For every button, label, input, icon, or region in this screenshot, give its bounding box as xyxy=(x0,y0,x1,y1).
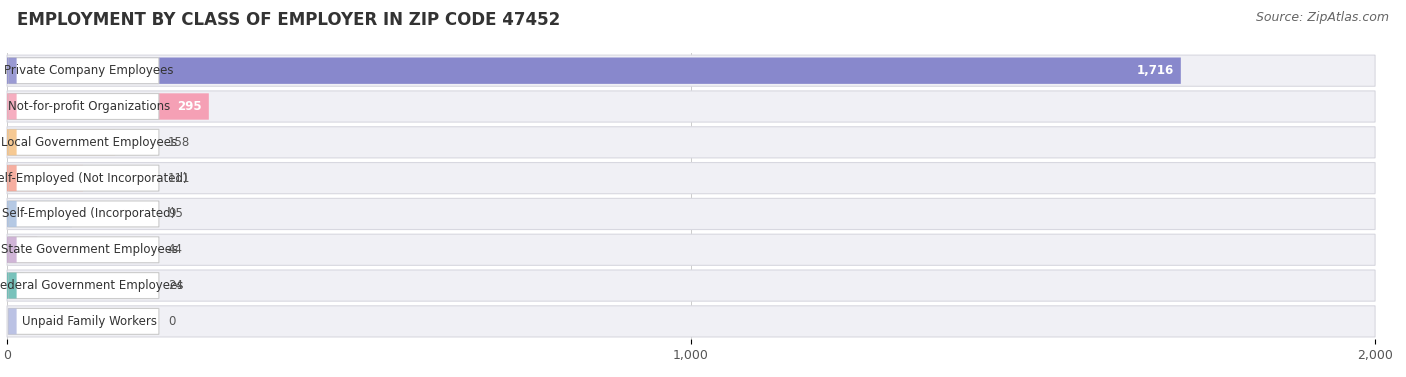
FancyBboxPatch shape xyxy=(8,201,17,227)
FancyBboxPatch shape xyxy=(8,93,159,120)
FancyBboxPatch shape xyxy=(7,55,1375,86)
FancyBboxPatch shape xyxy=(7,306,1375,337)
FancyBboxPatch shape xyxy=(7,198,1375,230)
Text: EMPLOYMENT BY CLASS OF EMPLOYER IN ZIP CODE 47452: EMPLOYMENT BY CLASS OF EMPLOYER IN ZIP C… xyxy=(17,11,560,29)
Text: Federal Government Employees: Federal Government Employees xyxy=(0,279,184,292)
FancyBboxPatch shape xyxy=(8,273,17,299)
Text: 95: 95 xyxy=(167,207,183,221)
FancyBboxPatch shape xyxy=(7,58,1181,84)
FancyBboxPatch shape xyxy=(8,237,17,263)
Text: 1,716: 1,716 xyxy=(1136,64,1174,77)
FancyBboxPatch shape xyxy=(7,201,72,227)
FancyBboxPatch shape xyxy=(8,237,159,263)
FancyBboxPatch shape xyxy=(8,308,159,334)
FancyBboxPatch shape xyxy=(8,308,17,334)
FancyBboxPatch shape xyxy=(8,58,17,84)
Text: 0: 0 xyxy=(167,315,176,328)
Text: 24: 24 xyxy=(167,279,183,292)
FancyBboxPatch shape xyxy=(8,165,159,191)
Text: 111: 111 xyxy=(167,172,190,185)
FancyBboxPatch shape xyxy=(8,273,159,299)
FancyBboxPatch shape xyxy=(7,270,1375,301)
Text: Local Government Employees: Local Government Employees xyxy=(1,136,177,149)
Text: Not-for-profit Organizations: Not-for-profit Organizations xyxy=(8,100,170,113)
FancyBboxPatch shape xyxy=(7,273,24,299)
Text: State Government Employees: State Government Employees xyxy=(0,243,177,256)
FancyBboxPatch shape xyxy=(8,129,159,155)
FancyBboxPatch shape xyxy=(7,127,1375,158)
Text: 44: 44 xyxy=(167,243,183,256)
Text: Private Company Employees: Private Company Employees xyxy=(4,64,174,77)
FancyBboxPatch shape xyxy=(7,162,1375,194)
Text: Source: ZipAtlas.com: Source: ZipAtlas.com xyxy=(1256,11,1389,24)
FancyBboxPatch shape xyxy=(7,91,1375,122)
Text: 158: 158 xyxy=(167,136,190,149)
FancyBboxPatch shape xyxy=(7,93,209,120)
Text: Self-Employed (Not Incorporated): Self-Employed (Not Incorporated) xyxy=(0,172,188,185)
FancyBboxPatch shape xyxy=(8,58,159,84)
Text: Self-Employed (Incorporated): Self-Employed (Incorporated) xyxy=(3,207,176,221)
FancyBboxPatch shape xyxy=(8,129,17,155)
FancyBboxPatch shape xyxy=(7,129,115,155)
FancyBboxPatch shape xyxy=(7,237,37,263)
FancyBboxPatch shape xyxy=(7,165,83,191)
Text: Unpaid Family Workers: Unpaid Family Workers xyxy=(21,315,156,328)
FancyBboxPatch shape xyxy=(8,165,17,191)
FancyBboxPatch shape xyxy=(8,93,17,120)
Text: 295: 295 xyxy=(177,100,202,113)
FancyBboxPatch shape xyxy=(8,201,159,227)
FancyBboxPatch shape xyxy=(7,234,1375,265)
